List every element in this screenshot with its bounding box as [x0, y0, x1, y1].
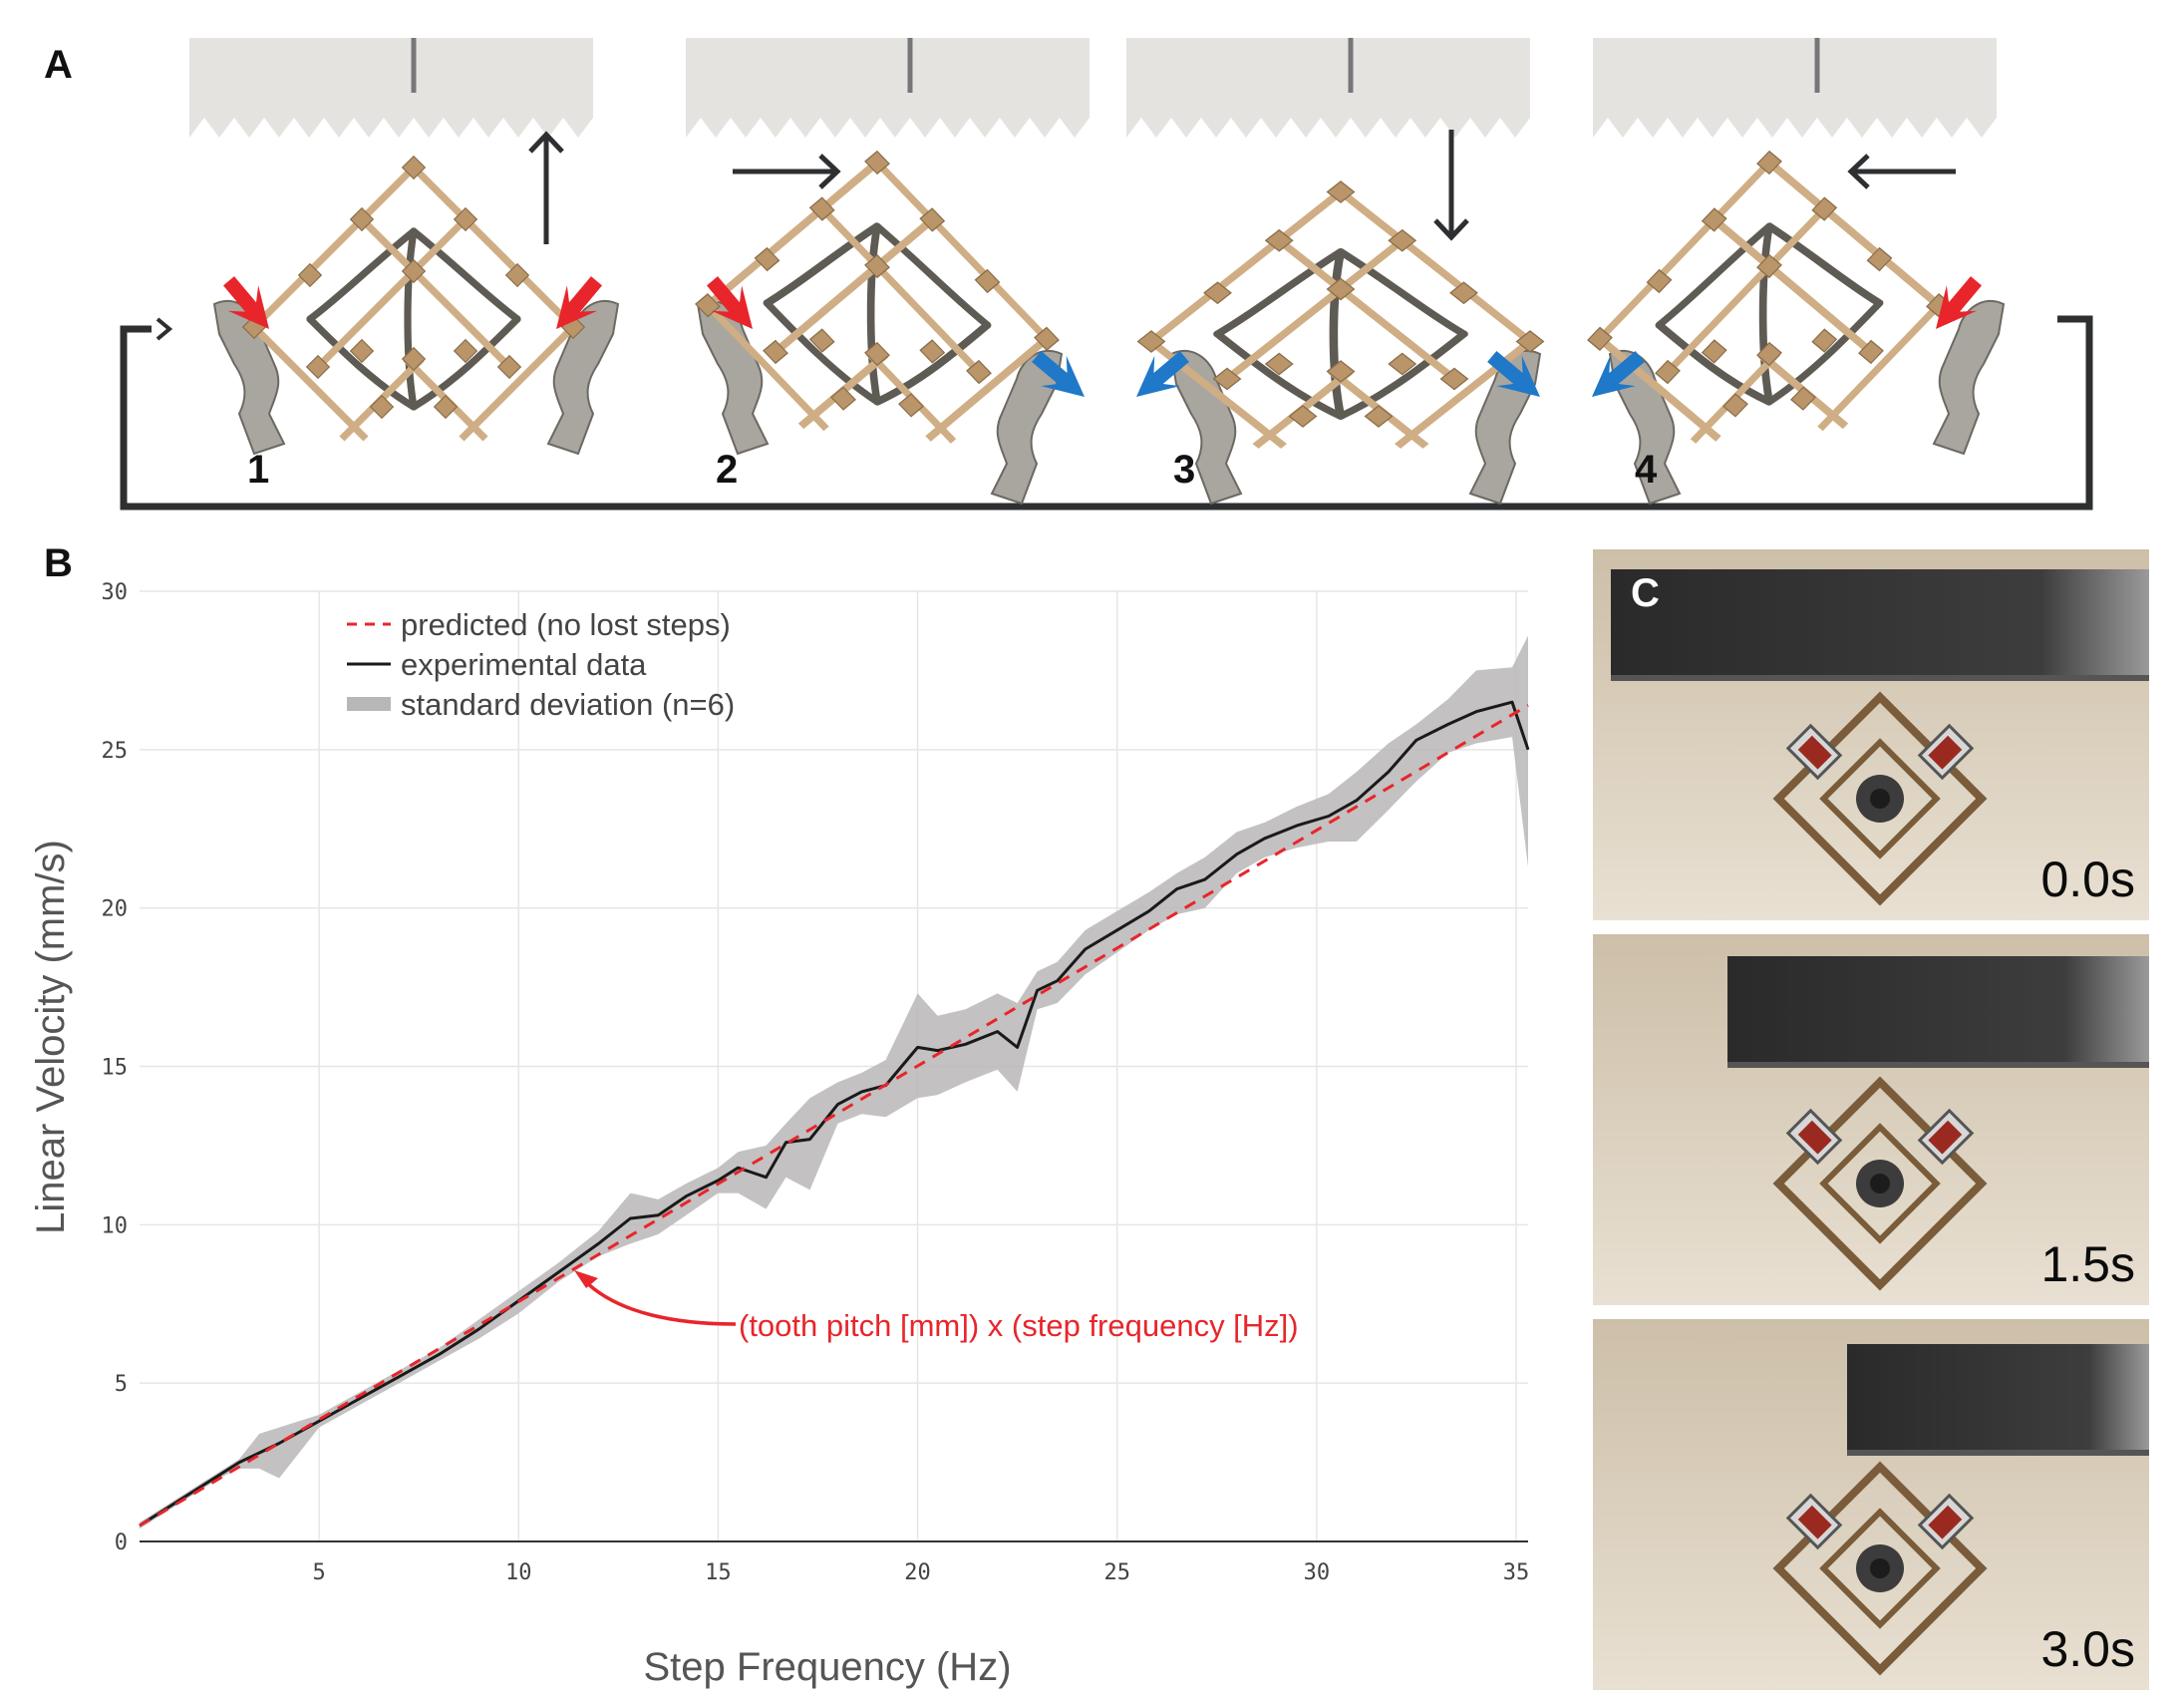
x-tick-label: 5	[313, 1560, 326, 1585]
step-number: 1	[247, 448, 269, 492]
x-axis-label: Step Frequency (Hz)	[643, 1645, 1011, 1689]
time-label: 3.0s	[2040, 1621, 2135, 1677]
panel-label-c: C	[1631, 571, 1660, 615]
y-axis-label: Linear Velocity (mm/s)	[29, 840, 73, 1234]
rack-3	[1126, 38, 1530, 138]
x-tick-label: 20	[904, 1560, 931, 1585]
time-label: 0.0s	[2040, 852, 2135, 907]
photo-scene	[1593, 549, 2149, 920]
y-tick-label: 20	[102, 897, 129, 922]
force-arrow-in-icon	[556, 276, 603, 329]
x-tick-label: 25	[1103, 1560, 1130, 1585]
photo-frame-3: 3.0s	[1593, 1319, 2149, 1690]
force-arrow-out-icon	[1487, 350, 1540, 397]
motion-arrow-up-icon	[528, 131, 564, 244]
cycle-loop-line	[120, 315, 2093, 511]
std-band	[140, 635, 1528, 1530]
step-4-diagram: 4	[1579, 38, 2005, 505]
photo-frame-1: C 0.0s	[1593, 549, 2149, 920]
y-tick-label: 5	[115, 1372, 128, 1397]
force-arrow-out-icon	[1032, 350, 1085, 397]
legend-label-std: standard deviation (n=6)	[401, 687, 735, 722]
series-line-predicted	[139, 704, 1529, 1528]
motion-arrow-right-icon	[733, 154, 841, 189]
panel-label-b: B	[44, 541, 73, 585]
x-tick-label: 10	[505, 1560, 532, 1585]
cycle-loop-arrowhead	[156, 317, 173, 341]
force-arrow-out-icon	[1136, 350, 1189, 397]
rack-2	[686, 38, 1090, 138]
panel-a: 1 2 3	[120, 38, 2093, 511]
motion-arrow-left-icon	[1847, 154, 1956, 189]
motion-arrow-down-icon	[1433, 130, 1469, 241]
series-layer	[139, 700, 1530, 1528]
x-tick-label: 35	[1503, 1560, 1530, 1585]
chart-grid	[140, 590, 1528, 1541]
panel-label-a: A	[44, 43, 73, 87]
std-band-layer	[140, 635, 1528, 1530]
rack-1	[189, 38, 593, 138]
photo-scene	[1593, 1319, 2149, 1690]
time-label: 1.5s	[2040, 1236, 2135, 1292]
force-arrow-in-icon	[222, 276, 269, 329]
legend: predicted (no lost steps) experimental d…	[347, 607, 735, 722]
step-number: 2	[716, 448, 738, 492]
force-arrow-in-icon	[706, 276, 753, 329]
step-3-diagram: 3	[1126, 38, 1552, 505]
clamp-left-2	[697, 299, 769, 455]
step-1-diagram: 1	[189, 38, 619, 492]
rack-4	[1593, 38, 1997, 138]
panel-b-chart: 5 10 15 20 25 30 35 0 5 10 15 20 25 30 Step Frequency…	[29, 580, 1530, 1689]
legend-label-experimental: experimental data	[401, 647, 647, 682]
annotation-arrow	[582, 1278, 737, 1326]
y-tick-label: 25	[102, 739, 129, 764]
y-tick-label: 30	[102, 580, 129, 605]
photo-scene	[1593, 934, 2149, 1305]
series-line-experimental	[139, 700, 1530, 1528]
y-tick-label: 0	[115, 1531, 128, 1555]
legend-label-predicted: predicted (no lost steps)	[401, 607, 731, 642]
x-tick-label: 15	[705, 1560, 732, 1585]
annotation-arrowhead-icon	[574, 1270, 598, 1288]
step-number: 4	[1635, 448, 1658, 492]
y-tick-label: 10	[102, 1213, 129, 1238]
annotation-text: (tooth pitch [mm]) x (step frequency [Hz…	[739, 1308, 1299, 1343]
force-arrow-out-icon	[1592, 350, 1645, 397]
lattice-1	[243, 157, 585, 439]
y-tick-label: 15	[102, 1056, 129, 1081]
tick-labels: 5 10 15 20 25 30 35 0 5 10 15 20 25 30	[102, 580, 1530, 1585]
step-number: 3	[1173, 448, 1195, 492]
step-2-diagram: 2	[686, 38, 1090, 505]
photo-frame-2: 1.5s	[1593, 934, 2149, 1305]
x-tick-label: 30	[1304, 1560, 1331, 1585]
force-arrow-in-icon	[1936, 276, 1983, 329]
